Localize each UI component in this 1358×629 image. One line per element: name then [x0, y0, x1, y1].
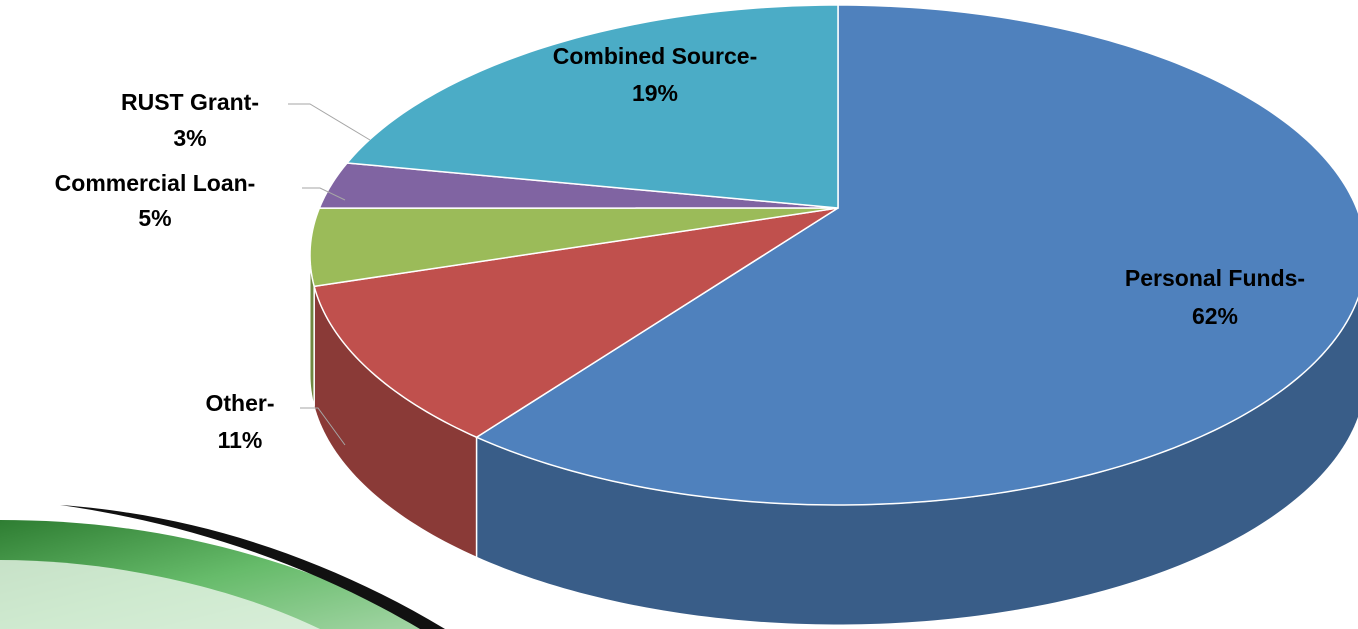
slice-label: Other- [206, 390, 275, 416]
pie: Personal Funds- 62% Other- 11% Commercial Lo… [55, 4, 1358, 626]
slice-value-label: 5% [138, 205, 171, 231]
slice-value-label: 62% [1192, 303, 1238, 329]
slice-label: RUST Grant- [121, 89, 259, 115]
slice [345, 4, 839, 209]
slice-label: Personal Funds- [1125, 265, 1305, 291]
leader-line [288, 103, 371, 141]
slice-value-label: 3% [173, 125, 206, 151]
slice [309, 207, 839, 288]
leader-line [300, 407, 346, 446]
decoration [0, 505, 445, 629]
slice [474, 4, 1358, 506]
slice-value-label: 19% [632, 80, 678, 106]
slice [313, 207, 839, 439]
leader-line [302, 187, 346, 201]
slice-label: Combined Source- [553, 43, 757, 69]
slice-label: Commercial Loan- [55, 170, 256, 196]
slice-value-label: 11% [218, 427, 263, 453]
